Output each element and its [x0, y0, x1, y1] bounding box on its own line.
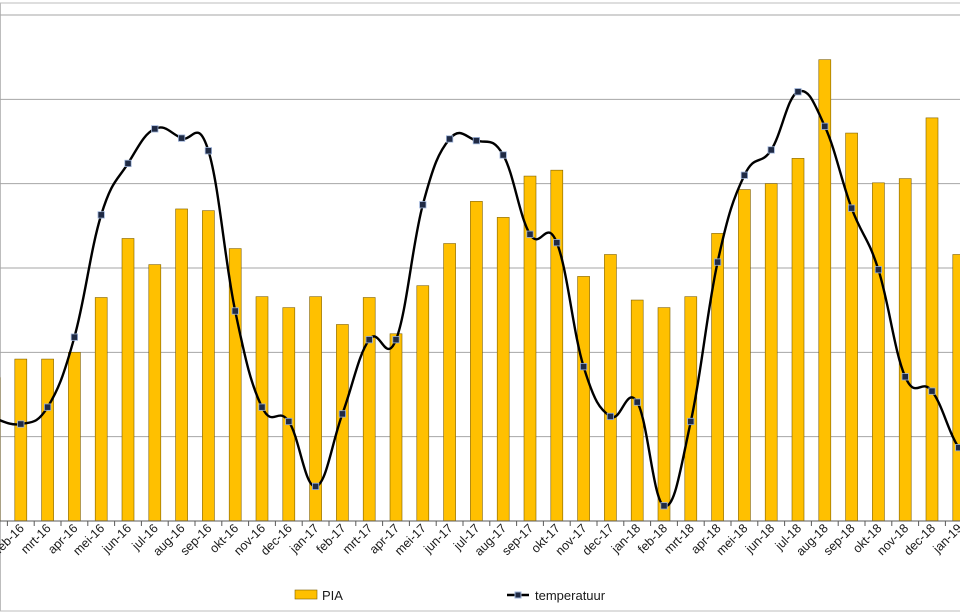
temp-point-jan-18 — [633, 398, 641, 406]
temp-point-mei-18 — [740, 171, 749, 179]
temp-point-okt-16 — [231, 307, 239, 315]
temp-point-jun-17 — [445, 135, 454, 143]
temp-point-mrt-17 — [365, 336, 373, 344]
temp-point-okt-18 — [874, 266, 883, 274]
bar-jul-17 — [470, 201, 483, 522]
bar-feb-16 — [14, 358, 28, 522]
temp-point-mei-16 — [97, 211, 105, 219]
bar-dec-16 — [282, 307, 296, 522]
temp-point-mrt-16 — [44, 403, 52, 411]
bar-sep-16 — [202, 210, 215, 522]
bar-mrt-17 — [362, 297, 376, 522]
temp-point-sep-16 — [204, 147, 212, 155]
temp-point-jan-17 — [311, 482, 320, 491]
bar-jun-17 — [443, 243, 456, 522]
bar-jun-18 — [764, 183, 778, 522]
legend: PIA temperatuur — [294, 588, 606, 603]
temp-point-jul-16 — [151, 125, 159, 133]
temp-point-jun-16 — [124, 159, 132, 168]
temp-point-feb-17 — [338, 410, 347, 418]
temp-point-mrt-18 — [687, 417, 695, 426]
temp-point-jul-17 — [472, 137, 481, 145]
temp-point-mei-17 — [419, 201, 427, 209]
temp-point-apr-16 — [70, 333, 78, 341]
temp-point-dec-16 — [285, 417, 293, 426]
temp-point-sep-17 — [526, 230, 534, 238]
bar-nov-18 — [898, 178, 912, 522]
bar-jan-19 — [952, 254, 960, 522]
temp-point-jul-18 — [794, 88, 802, 96]
bar-mei-17 — [416, 285, 430, 522]
temp-point-aug-16 — [177, 134, 186, 142]
temp-point-okt-17 — [553, 239, 561, 247]
legend-pia-swatch — [294, 589, 318, 600]
bar-mrt-18 — [684, 296, 698, 522]
temp-point-feb-18 — [660, 502, 668, 510]
bar-okt-18 — [872, 182, 885, 522]
bar-jul-18 — [791, 158, 805, 522]
bar-dec-17 — [604, 254, 617, 522]
bar-apr-17 — [389, 333, 403, 522]
legend-pia-label: PIA — [322, 588, 343, 603]
temp-point-jun-18 — [767, 146, 775, 154]
temp-point-dec-17 — [606, 412, 615, 421]
bar-dec-18 — [925, 117, 939, 522]
x-axis — [0, 520, 960, 526]
bar-okt-17 — [550, 169, 564, 522]
bar-mei-16 — [94, 297, 108, 522]
temp-point-sep-18 — [848, 204, 856, 212]
temp-point-apr-17 — [392, 336, 400, 344]
temp-point-jan-19 — [955, 444, 960, 452]
temp-point-nov-16 — [258, 403, 266, 411]
bar-apr-16 — [68, 352, 81, 522]
temp-point-nov-18 — [901, 373, 909, 381]
bar-mei-18 — [738, 189, 751, 522]
temp-point-apr-18 — [714, 258, 722, 266]
bar-aug-16 — [175, 208, 188, 522]
bar-sep-18 — [845, 132, 858, 522]
temperature-series-path — [0, 89, 960, 508]
temp-point-aug-18 — [821, 122, 829, 130]
bar-aug-17 — [496, 217, 510, 522]
temp-point-nov-17 — [580, 363, 588, 371]
bar-apr-18 — [711, 233, 724, 522]
bar-nov-17 — [577, 276, 590, 522]
temp-point-dec-18 — [928, 387, 936, 395]
legend-temperature-marker — [514, 591, 522, 599]
temp-point-aug-17 — [499, 151, 507, 159]
pia-bars — [0, 59, 960, 522]
legend-temperature-label: temperatuur — [535, 588, 606, 603]
bar-feb-18 — [657, 307, 671, 522]
temperature-line — [0, 88, 960, 510]
bar-mrt-16 — [41, 358, 54, 522]
temp-point-feb-16 — [17, 420, 25, 428]
bar-feb-17 — [336, 324, 349, 522]
bar-jul-16 — [148, 264, 162, 522]
bar-jun-16 — [121, 238, 135, 522]
